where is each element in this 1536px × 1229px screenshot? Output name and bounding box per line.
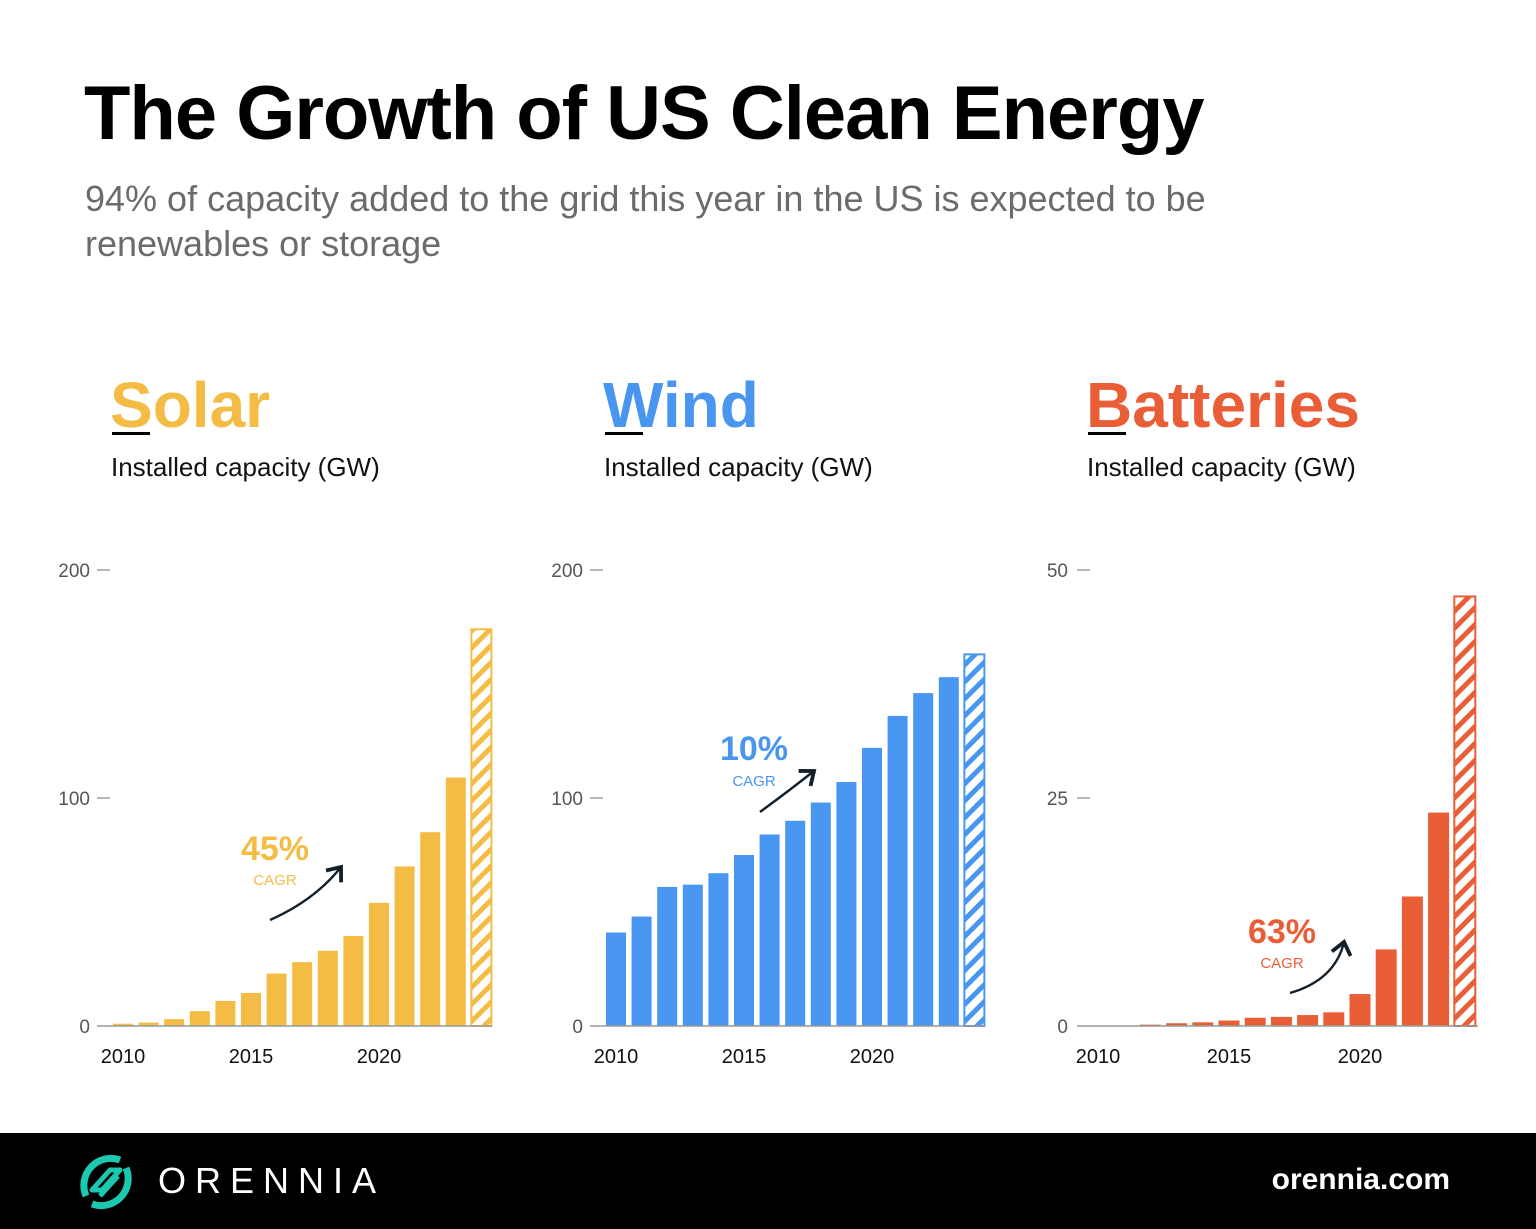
bar: [734, 855, 754, 1026]
solar-chart: 0 100 200 2010 2015 2020: [58, 561, 493, 1068]
x-tick-label: 2010: [1076, 1046, 1121, 1068]
x-tick-label: 2020: [850, 1046, 895, 1068]
bar-forecast: [1453, 595, 1477, 1027]
y-tick-label: 0: [79, 1017, 90, 1038]
website-link[interactable]: orennia.com: [1271, 1163, 1450, 1196]
batteries-title-underline: [1088, 432, 1126, 435]
y-tick-label: 100: [551, 789, 583, 810]
bar: [1297, 1015, 1319, 1026]
x-tick-label: 2015: [229, 1046, 274, 1068]
batteries-chart: 0 25 50 2010 2015 2020: [1047, 561, 1478, 1068]
bar: [1218, 1020, 1240, 1026]
bar: [189, 1011, 210, 1026]
solar-title-underline: [112, 432, 150, 435]
bar: [317, 950, 338, 1026]
y-tick-label: 25: [1047, 789, 1068, 810]
solar-cagr-label: CAGR: [253, 872, 297, 889]
bar: [1349, 994, 1371, 1026]
bar: [631, 916, 652, 1026]
bar: [138, 1022, 159, 1026]
bar: [369, 902, 389, 1026]
bar: [394, 866, 415, 1026]
bar: [708, 873, 729, 1026]
batteries-title: Batteries: [1086, 369, 1360, 441]
bar: [1428, 812, 1450, 1026]
bar: [836, 782, 857, 1026]
bar: [292, 962, 313, 1026]
y-tick-label: 200: [551, 561, 583, 582]
y-tick-label: 0: [572, 1017, 583, 1038]
wind-ylabel: Installed capacity (GW): [604, 452, 873, 482]
bar-forecast: [470, 628, 493, 1027]
wind-chart: 0 100 200 2010 2015 2020: [551, 561, 986, 1068]
batteries-cagr-value: 63%: [1247, 913, 1317, 951]
bar: [1166, 1023, 1188, 1026]
bar: [810, 802, 831, 1026]
page-title: The Growth of US Clean Energy: [84, 71, 1205, 156]
bar: [606, 932, 626, 1026]
y-tick-label: 200: [58, 561, 90, 582]
bar: [682, 884, 703, 1026]
x-tick-label: 2020: [357, 1046, 402, 1068]
solar-cagr-value: 45%: [240, 830, 310, 868]
bar: [1401, 896, 1423, 1026]
brand-name: ORENNIA: [158, 1160, 386, 1201]
y-tick-label: 100: [58, 789, 90, 810]
wind-cagr-label: CAGR: [732, 773, 776, 790]
x-tick-label: 2020: [1338, 1046, 1383, 1068]
bar: [113, 1023, 133, 1026]
bar: [1270, 1016, 1292, 1026]
bar: [1375, 949, 1397, 1026]
bar: [420, 832, 441, 1026]
x-tick-label: 2015: [722, 1046, 767, 1068]
page-subtitle: 94% of capacity added to the grid this y…: [85, 178, 1206, 264]
y-tick-label: 0: [1057, 1017, 1068, 1038]
bar: [343, 935, 364, 1026]
bar: [1192, 1022, 1214, 1026]
bar: [862, 747, 882, 1026]
bar-forecast: [963, 653, 986, 1028]
wind-cagr-value: 10%: [719, 730, 789, 768]
bar: [241, 992, 261, 1026]
x-tick-label: 2015: [1207, 1046, 1252, 1068]
bar: [913, 693, 934, 1026]
bar: [445, 777, 466, 1026]
bar: [785, 820, 806, 1026]
x-tick-label: 2010: [101, 1046, 146, 1068]
bar: [759, 834, 780, 1026]
batteries-cagr-label: CAGR: [1260, 955, 1304, 972]
bar: [657, 886, 678, 1026]
bar: [215, 1000, 236, 1026]
y-tick-label: 50: [1047, 561, 1068, 582]
bar: [1244, 1017, 1266, 1026]
bar: [938, 677, 959, 1026]
x-tick-label: 2010: [594, 1046, 639, 1068]
batteries-ylabel: Installed capacity (GW): [1087, 452, 1356, 482]
bar: [887, 715, 908, 1026]
bar: [164, 1019, 185, 1026]
orennia-logo-icon: [80, 1154, 132, 1210]
solar-title: Solar: [110, 369, 271, 441]
solar-ylabel: Installed capacity (GW): [111, 452, 380, 482]
bar: [1323, 1012, 1345, 1026]
bar: [266, 973, 287, 1026]
wind-title-underline: [605, 432, 643, 435]
footer: [0, 1133, 1536, 1229]
wind-title: Wind: [603, 369, 759, 441]
